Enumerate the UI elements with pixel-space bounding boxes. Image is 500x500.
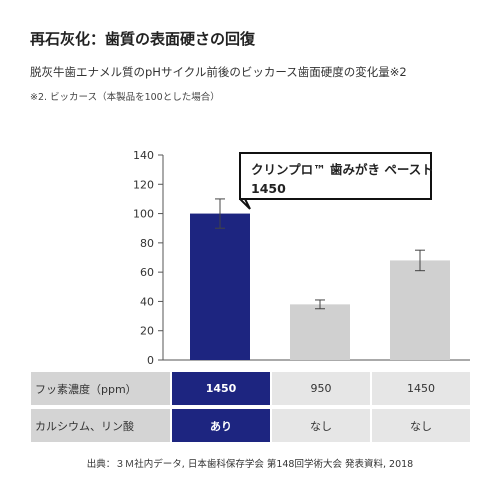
bar [290,304,350,360]
y-tick-label: 140 [133,149,154,162]
y-tick-label: 100 [133,208,154,221]
table-row-calcium: カルシウム、リン酸 あり なし なし [31,409,470,442]
y-tick-label: 120 [133,178,154,191]
callout-product-name: クリンプロ™ 歯みがき ペースト [251,160,420,179]
bar [390,260,450,360]
table-cell: 950 [270,372,370,405]
table-cell: あり [170,409,270,442]
row-label-fluoride: フッ素濃度（ppm） [31,372,170,405]
product-callout: クリンプロ™ 歯みがき ペースト 1450 [239,152,432,200]
table-cell: なし [370,409,470,442]
table-cell: 1450 [370,372,470,405]
source-citation: 出典：３Ｍ社内データ, 日本歯科保存学会 第148回学術大会 発表資料, 201… [0,456,500,470]
table-cell: なし [270,409,370,442]
y-tick-label: 20 [140,325,154,338]
y-tick-label: 60 [140,266,154,279]
table-row-fluoride: フッ素濃度（ppm） 1450 950 1450 [31,372,470,405]
table-cell: 1450 [170,372,270,405]
y-tick-label: 0 [147,354,154,367]
bar [190,214,250,360]
y-tick-label: 80 [140,237,154,250]
y-tick-label: 40 [140,295,154,308]
row-label-calcium: カルシウム、リン酸 [31,409,170,442]
callout-concentration: 1450 [251,179,420,198]
condition-table: フッ素濃度（ppm） 1450 950 1450 カルシウム、リン酸 あり なし… [31,372,470,446]
